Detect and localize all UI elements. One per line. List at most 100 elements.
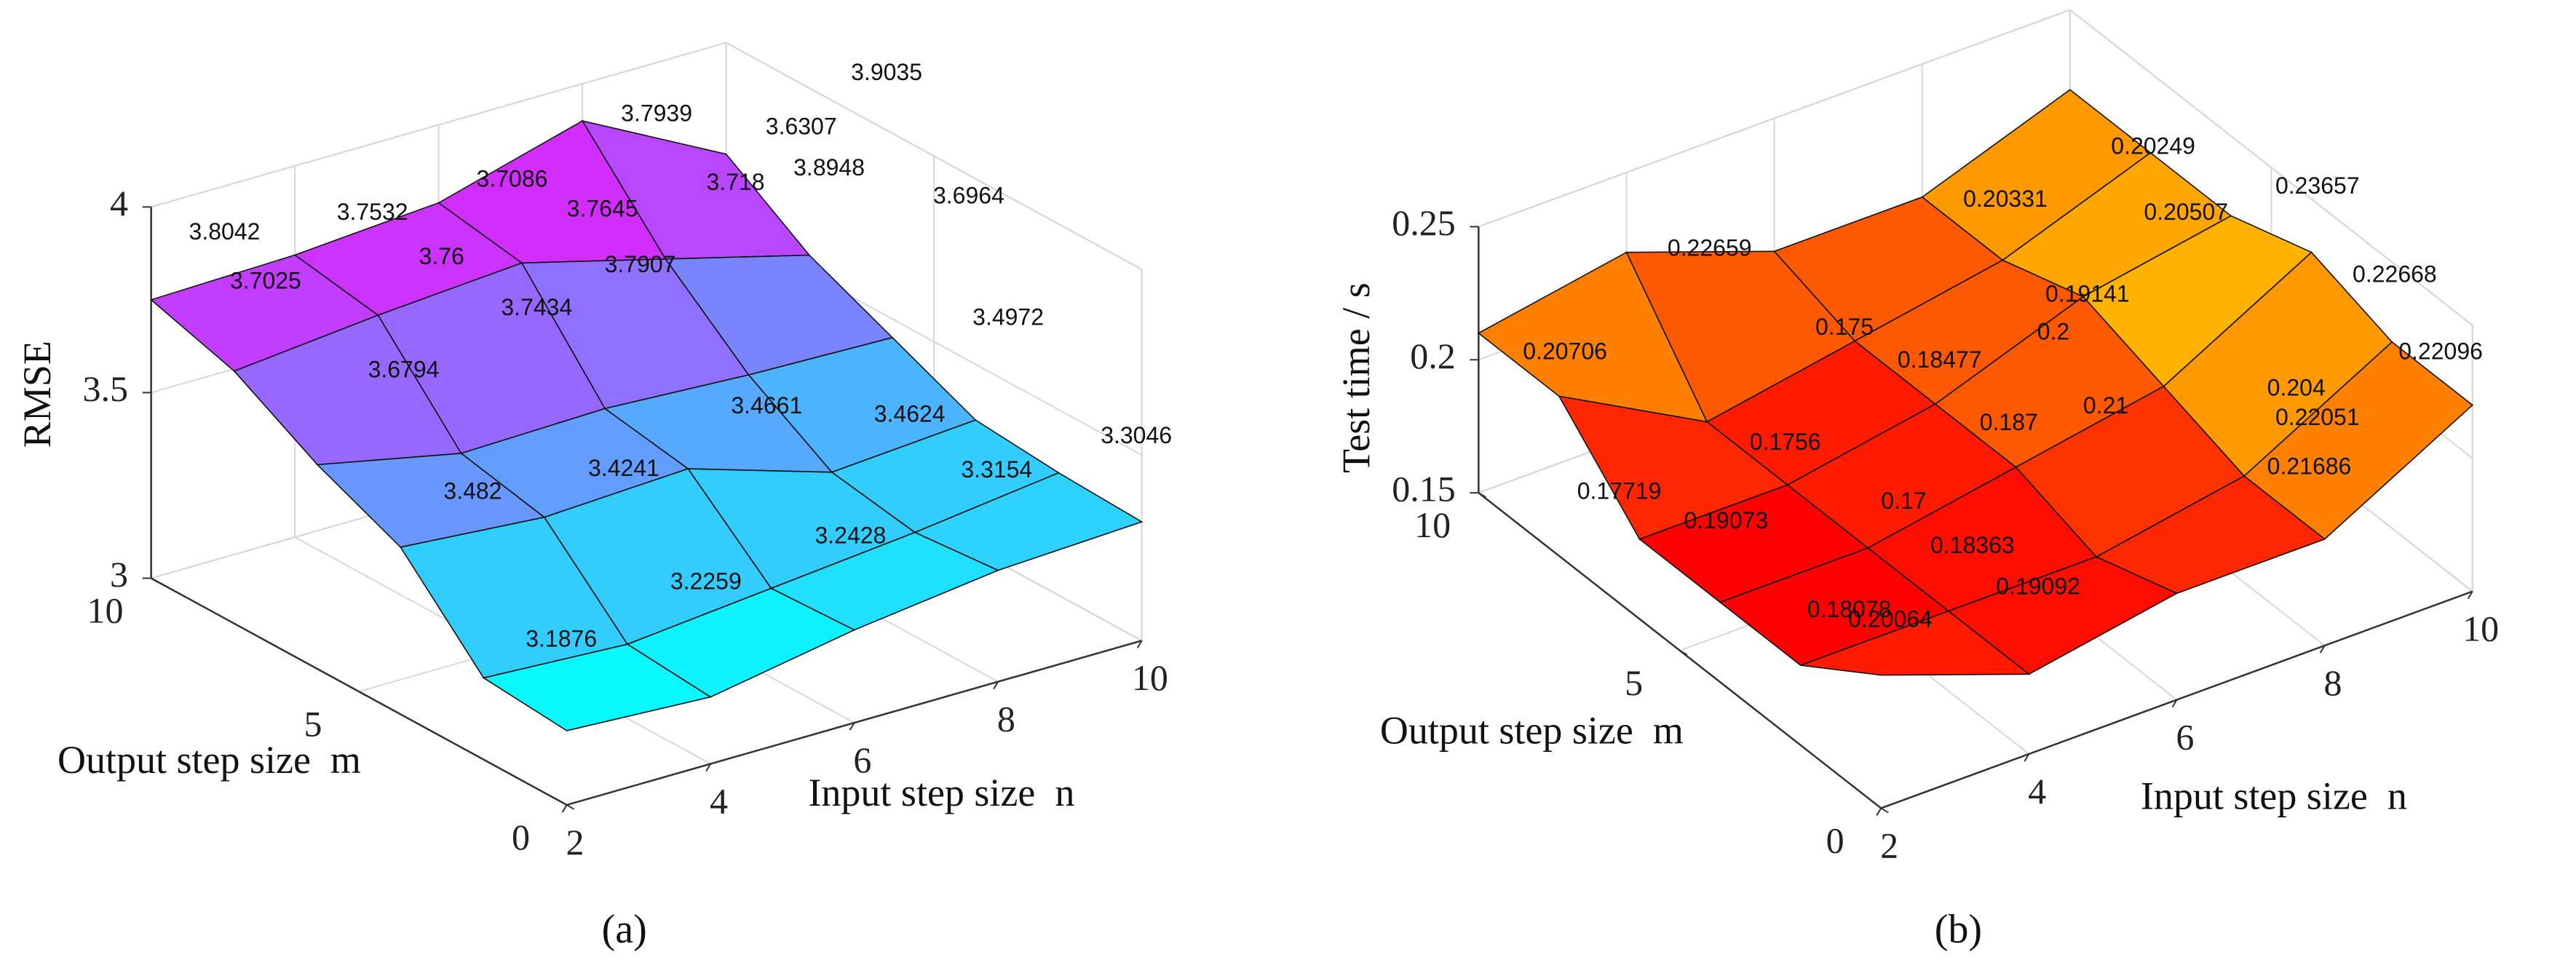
surface-face	[1800, 610, 2031, 676]
data-label: 3.4661	[731, 392, 802, 418]
tick-mark	[1679, 649, 1688, 656]
y-tick-label: 10	[1414, 504, 1451, 545]
x-axis-label: Input step size n	[2141, 774, 2407, 818]
tick-mark	[2467, 591, 2473, 600]
z-axis-label: Test time / s	[1334, 282, 1378, 473]
z-tick-label: 0.15	[1392, 469, 1456, 509]
y-axis-label: Output step size m	[58, 738, 361, 782]
data-label: 3.3046	[1101, 422, 1172, 448]
data-label: 0.21	[2083, 392, 2128, 418]
x-tick-label: 8	[997, 699, 1015, 739]
z-tick-label: 0.2	[1410, 336, 1456, 376]
data-label: 3.7532	[337, 199, 408, 225]
data-label: 3.482	[443, 478, 502, 504]
data-label: 3.7939	[621, 100, 692, 126]
data-label: 0.22668	[2353, 261, 2437, 287]
data-label: 3.7645	[567, 195, 638, 221]
data-label: 3.6307	[766, 114, 837, 140]
tick-mark	[993, 681, 999, 690]
tick-mark	[566, 804, 575, 810]
tick-mark	[561, 804, 568, 813]
grid-line	[1478, 9, 2071, 228]
tick-mark	[2024, 753, 2030, 762]
data-label: 3.7025	[230, 268, 301, 294]
tick-mark	[849, 722, 855, 731]
z-tick-label: 3	[110, 554, 128, 595]
data-label: 0.20331	[1963, 186, 2048, 212]
data-label: 0.204	[2267, 374, 2326, 400]
tick-mark	[358, 691, 367, 697]
chart: 246810051033.543.90353.79393.63073.89483…	[15, 41, 1172, 952]
tick-mark	[1880, 807, 1889, 814]
data-label: 0.20249	[2111, 133, 2195, 159]
data-label: 3.4624	[874, 400, 946, 427]
data-label: 0.19092	[1996, 573, 2080, 599]
data-label: 3.7434	[501, 294, 572, 320]
data-label: 3.6794	[368, 357, 440, 383]
data-label: 3.2259	[670, 568, 742, 595]
data-label: 0.22051	[2275, 404, 2360, 430]
data-label: 3.8042	[189, 218, 261, 245]
data-label: 0.175	[1815, 314, 1874, 340]
data-label: 0.22096	[2398, 338, 2483, 365]
y-tick-label: 10	[87, 590, 123, 631]
x-tick-label: 6	[853, 739, 871, 780]
data-label: 0.2	[2037, 319, 2069, 345]
data-label: 0.20507	[2144, 199, 2228, 225]
tick-mark	[1478, 492, 1486, 498]
data-label: 0.18477	[1898, 346, 1982, 373]
data-label: 3.3154	[961, 456, 1032, 483]
data-label: 3.6964	[933, 182, 1004, 208]
data-label: 3.2428	[815, 522, 886, 548]
x-tick-label: 4	[2028, 771, 2046, 812]
x-tick-label: 6	[2176, 716, 2194, 757]
x-tick-label: 8	[2323, 662, 2342, 703]
chart: 24681005100.150.20.250.202490.203310.205…	[1334, 9, 2499, 952]
y-axis-label: Output step size m	[1380, 708, 1684, 752]
data-label: 3.8948	[793, 154, 865, 180]
data-label: 3.718	[707, 169, 765, 195]
data-label: 3.9035	[851, 59, 922, 85]
data-label: 0.23657	[2275, 172, 2360, 199]
x-tick-label: 2	[1880, 825, 1898, 865]
x-tick-label: 4	[710, 780, 728, 821]
data-label: 0.1756	[1750, 429, 1821, 455]
data-label: 0.18078	[1807, 596, 1892, 622]
data-label: 0.187	[1980, 409, 2038, 435]
data-label: 0.19073	[1684, 507, 1768, 533]
tick-mark	[1876, 807, 1882, 816]
y-tick-label: 5	[1625, 662, 1643, 703]
grid-line	[2069, 9, 2473, 326]
data-label: 0.20706	[1523, 338, 1607, 365]
data-label: 0.21686	[2267, 453, 2352, 480]
z-tick-label: 4	[110, 183, 128, 223]
data-label: 3.4972	[972, 304, 1044, 330]
tick-mark	[151, 577, 159, 584]
caption: (b)	[1935, 907, 1982, 952]
x-tick-label: 10	[1132, 657, 1168, 698]
data-label: 3.1876	[526, 626, 597, 652]
data-label: 3.76	[419, 243, 464, 269]
tick-mark	[2171, 699, 2178, 708]
data-label: 0.18363	[1930, 532, 2015, 558]
data-label: 3.7907	[605, 251, 676, 277]
grid-line	[151, 41, 726, 208]
data-label: 0.17	[1881, 488, 1926, 514]
tick-mark	[705, 763, 712, 772]
y-tick-label: 5	[304, 703, 322, 744]
data-label: 3.7086	[477, 166, 548, 192]
x-axis	[1880, 590, 2473, 809]
x-tick-label: 2	[566, 822, 584, 862]
data-label: 0.19141	[2045, 281, 2130, 307]
data-label: 0.17719	[1577, 478, 1662, 504]
data-label: 3.4241	[588, 455, 659, 481]
tick-mark	[2319, 645, 2326, 654]
caption: (a)	[602, 907, 647, 952]
z-axis-label: RMSE	[15, 341, 59, 448]
tick-mark	[1136, 640, 1143, 648]
y-tick-label: 0	[1826, 820, 1844, 861]
x-tick-label: 10	[2462, 608, 2499, 648]
data-label: 0.22659	[1668, 235, 1752, 261]
z-tick-label: 3.5	[83, 368, 129, 409]
